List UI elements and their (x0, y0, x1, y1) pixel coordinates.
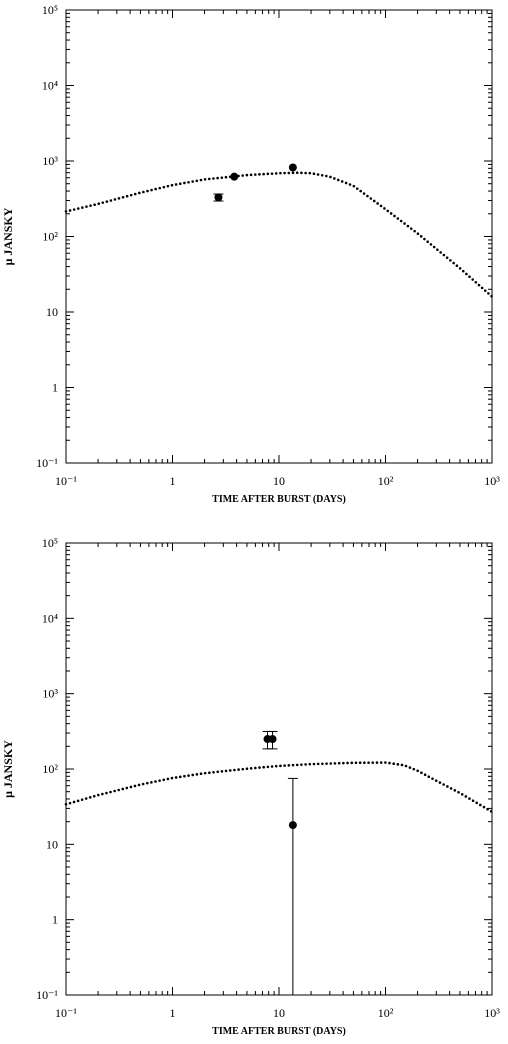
y-tick-label: 10⁵ (42, 536, 58, 550)
y-tick-label: 10⁻¹ (36, 988, 58, 1002)
panel: 10⁻¹ 1 10 10² 10³ 10⁻¹ 1 10 10² 10³ 10⁴ 10⁵ TIME AFT… (1, 536, 500, 1037)
y-tick-label: 10 (46, 837, 58, 851)
x-tick-label: 1 (170, 474, 176, 488)
y-tick-label: 10² (42, 230, 58, 244)
model-curve (64, 761, 494, 814)
y-tick-label: 10³ (42, 154, 58, 168)
y-axis-label: μ JANSKY (1, 207, 15, 265)
x-tick-label: 10⁻¹ (55, 1006, 77, 1020)
y-tick-label: 10 (46, 305, 58, 319)
model-curve (64, 171, 494, 298)
x-tick-label: 10⁻¹ (55, 474, 77, 488)
data-point (230, 172, 239, 181)
x-tick-label: 10 (273, 1006, 285, 1020)
y-tick-label: 1 (52, 913, 58, 927)
plot-frame (65, 542, 493, 996)
data-point (288, 821, 297, 830)
y-tick-label: 10⁵ (42, 3, 58, 17)
y-tick-label: 1 (52, 381, 58, 395)
x-tick-label: 1 (170, 1006, 176, 1020)
y-tick-label: 10² (42, 762, 58, 776)
x-tick-label: 10² (378, 474, 394, 488)
y-tick-label: 10⁴ (42, 611, 58, 625)
y-tick-label: 10⁻¹ (36, 456, 58, 470)
data-point (268, 735, 277, 744)
x-axis-label: TIME AFTER BURST (DAYS) (212, 1026, 346, 1037)
y-tick-label: 10³ (42, 687, 58, 701)
x-tick-label: 10² (378, 1006, 394, 1020)
plot-frame (65, 9, 493, 464)
y-tick-label: 10⁴ (42, 79, 58, 93)
x-tick-label: 10 (273, 474, 285, 488)
data-point (288, 163, 297, 172)
y-axis-label: μ JANSKY (1, 740, 15, 798)
panel: 10⁻¹ 1 10 10² 10³ 10⁻¹ 1 10 10² 10³ 10⁴ 10⁵ TIME AFT… (1, 3, 500, 505)
x-tick-label: 10³ (484, 474, 500, 488)
x-tick-label: 10³ (484, 1006, 500, 1020)
x-axis-label: TIME AFTER BURST (DAYS) (212, 494, 346, 505)
data-point (214, 193, 223, 202)
